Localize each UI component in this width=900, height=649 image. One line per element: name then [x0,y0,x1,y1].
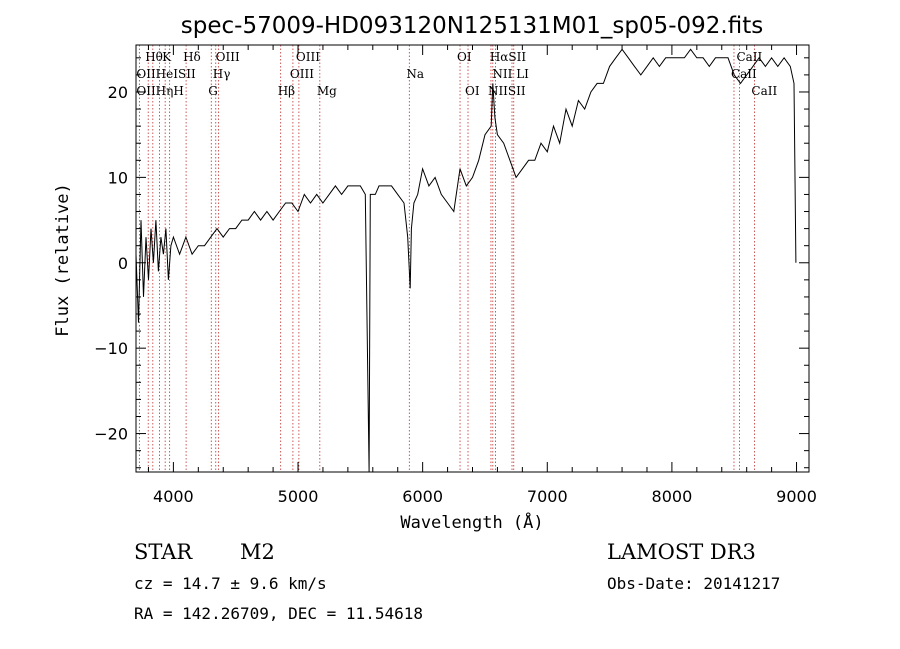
line-label: Hβ [278,84,295,98]
spectral-subclass: M2 [240,540,275,564]
x-axis-label: Wavelength (Å) [400,511,543,533]
line-label: Na [406,67,424,81]
line-label: OIIHηH [136,84,183,98]
coordinates: RA = 142.26709, DEC = 11.54618 [134,604,423,623]
x-axis-ticks: 4000 5000 6000 7000 8000 9000 [147,45,817,506]
line-label: NIISII [488,84,526,98]
plot-frame [135,44,810,473]
line-label: HαSII [490,50,527,64]
line-label: OIIHeISII [136,67,196,81]
y-tick-label: −10 [94,339,128,358]
chart-title: spec-57009-HD093120N125131M01_sp05-092.f… [181,13,763,39]
line-label: CaII [736,50,762,64]
survey-name: LAMOST DR3 [607,540,756,564]
line-label: G [208,84,218,98]
redshift-velocity: cz = 14.7 ± 9.6 km/s [134,574,327,593]
line-label: NII LI [492,67,529,81]
line-label: CaII [751,84,777,98]
observation-date: Obs-Date: 20141217 [607,574,781,593]
object-type: STAR [134,540,193,564]
x-tick-label: 8000 [652,487,693,506]
x-tick-label: 6000 [402,487,443,506]
line-label: Mg [317,84,337,98]
y-axis-ticks: −20 −10 0 10 20 [94,57,809,469]
y-tick-label: 20 [108,83,128,102]
line-label: Hθ [145,50,163,64]
line-label: CaII [731,67,757,81]
y-tick-label: 10 [108,168,128,187]
spectrum-line [135,48,797,473]
x-tick-label: 7000 [527,487,568,506]
x-tick-label: 5000 [278,487,319,506]
line-annotations: Hθ K Hδ OIII OIII OI HαSII CaII OIIHeISII Hγ OIII N… [136,50,777,98]
line-label: OI [465,84,480,98]
y-tick-label: 0 [118,254,128,273]
line-markers [138,45,755,472]
y-tick-label: −20 [94,425,128,444]
line-label: OIII [216,50,240,64]
line-label: OIII [296,50,320,64]
x-tick-label: 4000 [153,487,194,506]
line-label: Hδ [183,50,201,64]
y-axis-label: Flux (relative) [53,183,73,337]
line-label: OIII [290,67,314,81]
line-label: OI [457,50,472,64]
line-label: K [162,50,172,64]
line-label: Hγ [213,67,231,81]
x-tick-label: 9000 [776,487,817,506]
